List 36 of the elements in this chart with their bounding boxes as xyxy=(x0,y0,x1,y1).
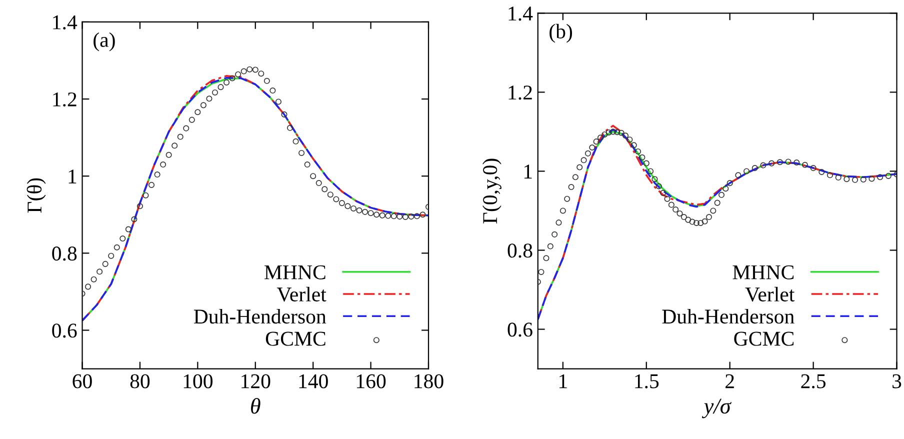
x-axis-title: θ xyxy=(251,398,260,414)
x-tick-label: 3 xyxy=(892,374,902,388)
y-tick-label: 0.6 xyxy=(52,324,77,338)
annotation: (b) xyxy=(550,24,572,43)
y-tick-label: 0.6 xyxy=(508,322,532,337)
y-tick-label: 1 xyxy=(524,164,532,178)
legend-label: GCMC xyxy=(266,332,326,346)
x-tick-label: 1.5 xyxy=(635,374,659,388)
y-tick-label: 1.4 xyxy=(53,15,78,30)
x-tick-label: 2.5 xyxy=(801,374,826,388)
legend-label: Duh-Henderson xyxy=(662,308,794,324)
x-tick-label: 180 xyxy=(414,374,444,388)
y-axis-title: Γ(θ) xyxy=(26,178,46,213)
x-tick-label: 100 xyxy=(184,374,213,388)
x-tick-label: 1 xyxy=(560,374,567,388)
y-tick-label: 1.4 xyxy=(508,6,533,21)
y-tick-label: 1.2 xyxy=(508,86,532,100)
legend-label: Verlet xyxy=(745,286,795,302)
annotation: (a) xyxy=(94,32,115,52)
legend-label: MHNC xyxy=(732,265,794,280)
legend-label: Duh-Henderson xyxy=(194,308,326,324)
y-tick-label: 1.2 xyxy=(53,92,76,107)
legend-label: MHNC xyxy=(264,265,326,280)
y-axis-title: Γ(0,y,0) xyxy=(482,158,502,224)
y-tick-label: 1 xyxy=(68,170,76,184)
x-tick-label: 2 xyxy=(726,374,734,388)
x-tick-label: 160 xyxy=(357,374,386,388)
x-tick-label: 140 xyxy=(299,374,328,388)
x-tick-label: 80 xyxy=(130,374,150,388)
legend-label: Verlet xyxy=(276,286,326,302)
x-axis-title: y/σ xyxy=(702,398,732,418)
legend-label: GCMC xyxy=(734,332,794,346)
x-tick-label: 60 xyxy=(72,374,92,388)
y-tick-label: 0.8 xyxy=(52,246,77,261)
x-tick-label: 120 xyxy=(242,374,270,388)
y-tick-label: 0.8 xyxy=(508,244,532,258)
